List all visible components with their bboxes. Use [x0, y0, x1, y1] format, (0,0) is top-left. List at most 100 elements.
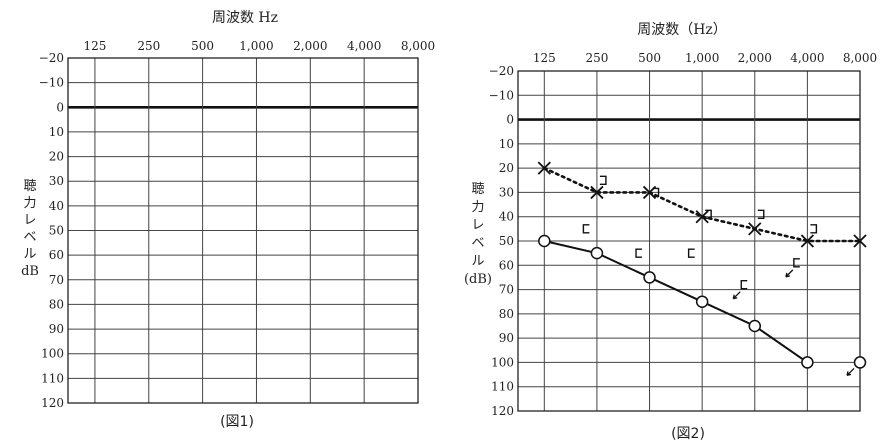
- chart1-y-tick-label: 90: [49, 322, 64, 336]
- chart2-y-tick-label: 80: [499, 307, 514, 321]
- marker-o: [695, 295, 709, 308]
- marker-o: [853, 356, 867, 369]
- chart2-y-tick-label: 40: [499, 210, 514, 224]
- chart1-y-tick-label: −20: [39, 51, 64, 65]
- chart2-x-tick-label: 125: [533, 51, 556, 65]
- chart1-y-label-glyph: 聴: [23, 179, 36, 194]
- chart2-y-tick-label: 0: [506, 113, 514, 127]
- chart1-y-tick-label: 110: [41, 371, 64, 385]
- chart2-y-tick-label: 100: [491, 355, 514, 369]
- chart1-caption: (図1): [220, 414, 254, 430]
- chart1-x-tick-label: 4,000: [347, 39, 381, 53]
- marker-o: [590, 246, 604, 260]
- chart2-y-label-glyph: 聴: [471, 182, 484, 197]
- chart2-y-label-glyph: レ: [471, 218, 484, 233]
- chart2-y-tick-label: 120: [491, 404, 514, 418]
- marker-bone-left-ear: [810, 224, 818, 234]
- chart1-y-tick-label: 30: [49, 174, 64, 188]
- chart1-x-tick-label: 250: [137, 39, 160, 53]
- chart2-series-x: [537, 161, 867, 248]
- chart1-y-label-glyph: レ: [23, 213, 36, 228]
- chart1-x-tick-label: 2,000: [293, 39, 327, 53]
- chart2-y-tick-label: 110: [491, 380, 514, 394]
- chart2-y-tick-label: −20: [489, 64, 514, 78]
- chart1-x-tick-label: 8,000: [401, 39, 435, 53]
- chart2-series-line: [544, 240, 808, 364]
- chart1-y-label-glyph: dB: [21, 264, 39, 279]
- chart2-y-tick-label: 10: [499, 137, 514, 151]
- chart2-y-tick-label: −10: [489, 88, 514, 102]
- marker-x: [748, 222, 762, 236]
- chart2-series-o-scaleout: [846, 356, 867, 377]
- chart2-y-label-glyph: ル: [471, 254, 484, 269]
- chart1-y-label-glyph: ル: [23, 247, 36, 262]
- chart2-y-tick-label: 70: [499, 283, 514, 297]
- chart1-y-label-glyph: ベ: [23, 230, 36, 245]
- chart2-y-label-glyph: (dB): [464, 272, 492, 287]
- marker-bone-right-ear: [687, 248, 695, 258]
- chart2-x-tick-label: 8,000: [843, 51, 877, 65]
- chart1-grid: [67, 57, 419, 404]
- chart2-y-label-glyph: ベ: [471, 236, 484, 251]
- chart1-y-tick-label: 70: [49, 273, 64, 287]
- chart1-y-tick-label: 50: [49, 224, 64, 238]
- marker-o: [643, 271, 656, 284]
- chart2-x-tick-label: 2,000: [738, 51, 772, 65]
- marker-bone-right-ear: [582, 224, 590, 234]
- chart2-x-tick-label: 500: [638, 51, 661, 65]
- marker-x: [695, 210, 709, 224]
- chart1-y-tick-label: 120: [41, 396, 64, 410]
- chart1-y-tick-label: 80: [49, 297, 64, 311]
- scale-out-arrow: [732, 291, 741, 300]
- marker-o: [538, 234, 551, 248]
- chart2-x-tick-label: 1,000: [685, 51, 719, 65]
- marker-bone-right-ear: [635, 248, 643, 258]
- chart2-series-o: [538, 234, 814, 369]
- marker-bone-left-ear: [705, 209, 712, 219]
- chart2-caption: (図2): [671, 426, 705, 442]
- chart1-y-tick-label: 10: [49, 125, 64, 139]
- chart2-y-tick-label: 60: [499, 258, 514, 272]
- chart1-y-tick-label: 20: [49, 150, 64, 164]
- chart1-x-tick-label: 1,000: [239, 39, 273, 53]
- chart1-y-tick-label: 40: [49, 199, 64, 213]
- chart1-y-label-glyph: 力: [23, 196, 36, 211]
- marker-bone-left-ear: [757, 209, 765, 219]
- marker-bone-right-ear: [740, 280, 748, 290]
- chart2-y-tick-label: 30: [499, 185, 514, 199]
- chart1-y-tick-label: 60: [49, 248, 64, 262]
- scale-out-arrow: [785, 269, 794, 278]
- chart1-x-tick-label: 125: [83, 39, 106, 53]
- marker-bone-left-ear: [599, 175, 607, 185]
- chart1-x-tick-label: 500: [191, 39, 214, 53]
- marker-bone-right-ear: [793, 258, 800, 268]
- marker-x: [590, 185, 604, 200]
- chart2-y-tick-label: 90: [499, 331, 514, 345]
- chart2-series-bracket-right: [599, 175, 818, 234]
- chart2-y-tick-label: 50: [499, 234, 514, 248]
- marker-o: [801, 356, 814, 369]
- chart2-series-bracket-left-scaleout: [732, 258, 800, 300]
- chart1-frame: [67, 57, 419, 404]
- chart1-title: 周波数 Hz: [212, 10, 278, 26]
- marker-bone-left-ear: [652, 187, 660, 198]
- chart2-y-tick-label: 20: [499, 161, 514, 175]
- marker-o: [748, 319, 762, 333]
- chart2-x-tick-label: 250: [585, 51, 608, 65]
- marker-x: [853, 234, 867, 248]
- chart2-x-tick-label: 4,000: [790, 51, 824, 65]
- chart2-title: 周波数（Hz）: [637, 22, 727, 38]
- chart1-y-tick-label: 100: [41, 347, 64, 361]
- marker-x: [800, 234, 815, 248]
- scale-out-arrow: [846, 367, 855, 377]
- chart1-y-tick-label: −10: [39, 76, 64, 90]
- chart1-y-tick-label: 0: [56, 100, 64, 114]
- chart2-series-bracket-left: [582, 224, 695, 258]
- marker-x: [537, 161, 551, 175]
- chart2-y-label-glyph: 力: [471, 200, 484, 215]
